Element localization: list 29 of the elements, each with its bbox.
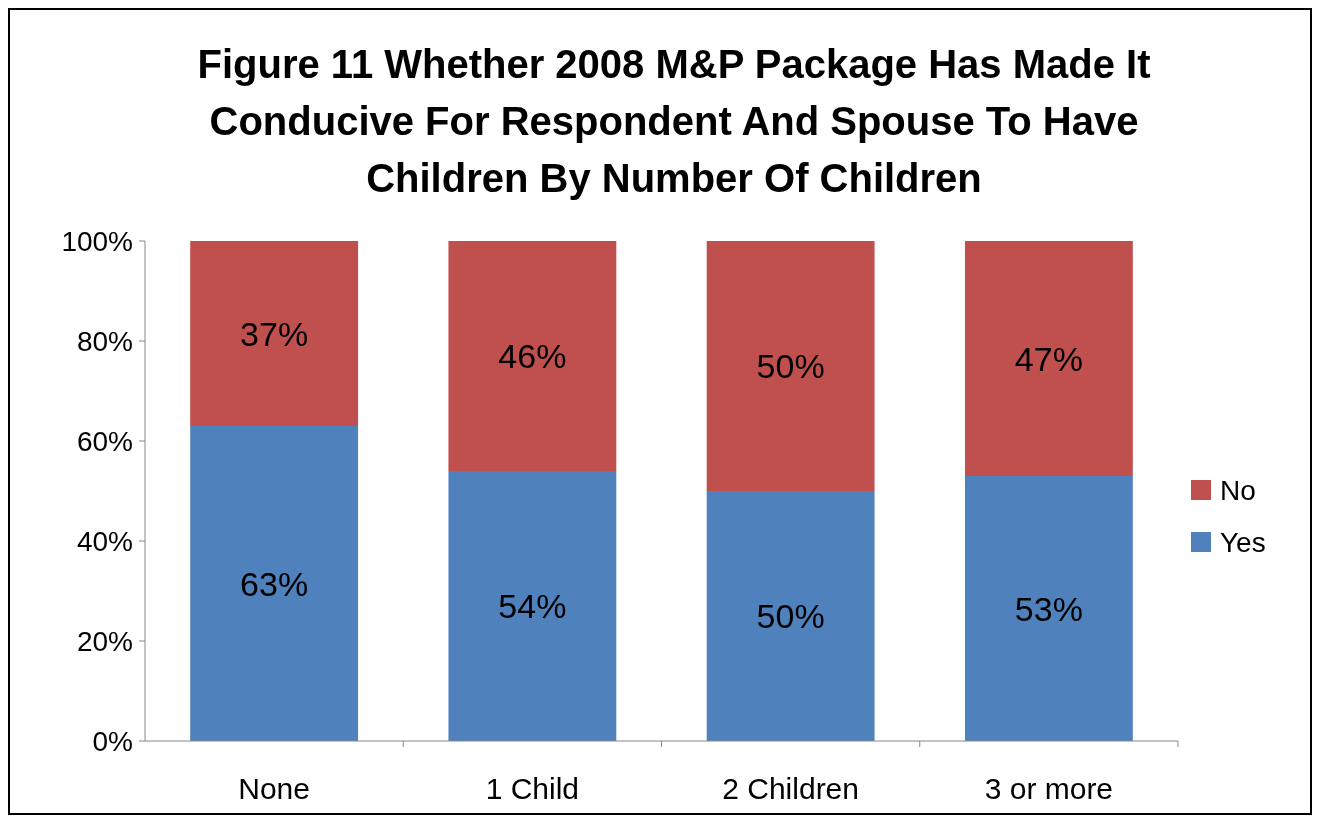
y-tick-label: 60% xyxy=(76,426,133,457)
data-label: 63% xyxy=(240,564,309,603)
bar xyxy=(706,491,875,741)
y-tick-label: 80% xyxy=(76,326,133,357)
data-label: 50% xyxy=(756,347,825,385)
y-tick-label: 40% xyxy=(76,526,133,557)
data-label: 50% xyxy=(756,597,825,635)
data-label: 37% xyxy=(240,314,309,353)
legend-label: Yes xyxy=(1220,527,1266,558)
y-tick-label: 20% xyxy=(76,626,133,657)
bar xyxy=(448,471,617,741)
bar xyxy=(448,241,617,471)
legend-label: No xyxy=(1220,475,1256,506)
bar xyxy=(706,241,875,491)
bar xyxy=(964,476,1133,741)
x-tick-label: None xyxy=(238,772,310,805)
data-label: 54% xyxy=(498,587,567,625)
y-tick-label: 100% xyxy=(61,226,133,257)
data-label: 53% xyxy=(1014,589,1083,628)
data-label: 47% xyxy=(1014,339,1083,378)
x-tick-label: 2 Children xyxy=(722,772,859,805)
bar xyxy=(190,426,359,741)
x-tick-label: 1 Child xyxy=(485,772,580,805)
bar xyxy=(190,241,359,426)
chart-title: Figure 11 Whether 2008 M&P Package Has Made It Conducive For Respondent And Spouse To Have Children By Number Of Children xyxy=(197,42,1151,200)
bar xyxy=(964,241,1133,476)
y-tick-label: 0% xyxy=(92,726,133,757)
data-label: 46% xyxy=(498,337,567,375)
x-tick-label: 3 or more xyxy=(984,772,1114,805)
